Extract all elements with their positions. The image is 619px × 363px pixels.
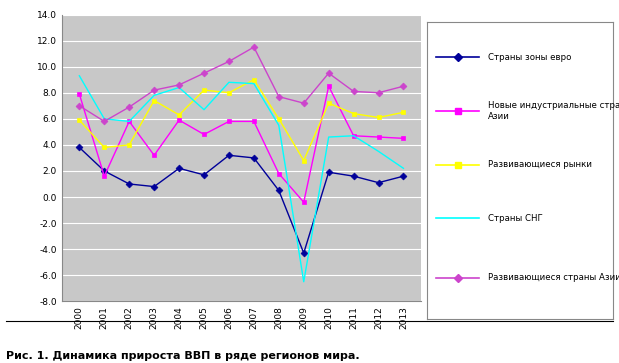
Text: Развивающиеся рынки: Развивающиеся рынки xyxy=(488,160,592,169)
Text: Развивающиеся страны Азии: Развивающиеся страны Азии xyxy=(488,273,619,282)
Text: Рис. 1. Динамика прироста ВВП в ряде регионов мира.: Рис. 1. Динамика прироста ВВП в ряде рег… xyxy=(6,351,360,361)
Text: Новые индустриальные страны
Азии: Новые индустриальные страны Азии xyxy=(488,101,619,121)
Text: Страны зоны евро: Страны зоны евро xyxy=(488,53,572,62)
Text: Страны СНГ: Страны СНГ xyxy=(488,214,543,223)
